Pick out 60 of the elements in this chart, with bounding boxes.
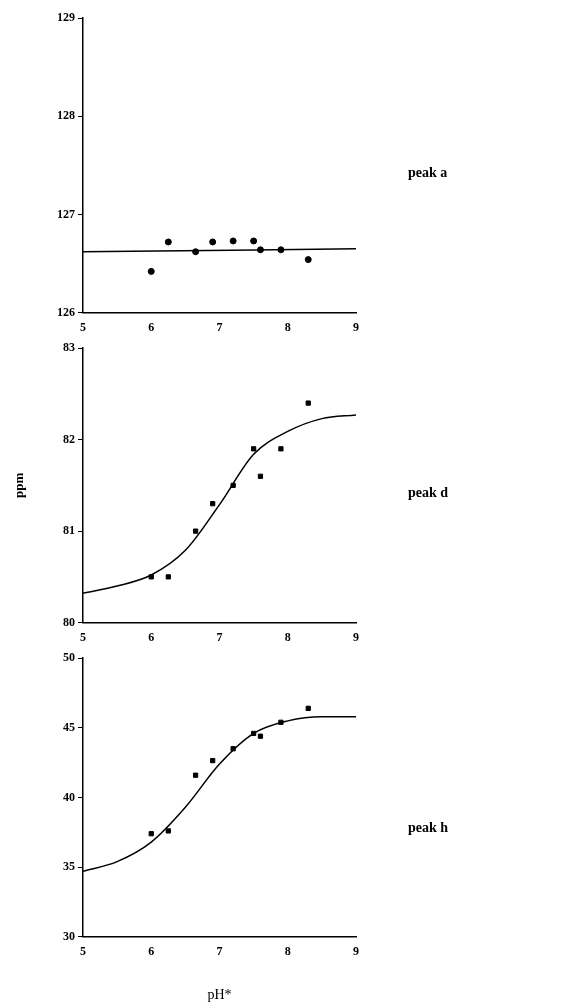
point xyxy=(305,705,311,711)
text: peak h xyxy=(408,820,449,836)
x-tick-label: 8 xyxy=(284,944,291,959)
point xyxy=(304,256,312,264)
x-tick-label: 6 xyxy=(148,629,155,644)
point xyxy=(210,757,216,764)
x-tick-label: 5 xyxy=(80,944,86,959)
y-tick-label: 81 xyxy=(63,523,75,538)
point xyxy=(210,501,216,507)
y-tick-label: 35 xyxy=(63,859,75,874)
point xyxy=(165,828,171,834)
x-tick-label: 8 xyxy=(284,629,291,644)
point xyxy=(164,238,172,246)
point xyxy=(148,574,154,580)
x-tick-label: 9 xyxy=(353,319,359,334)
x-tick-label: 7 xyxy=(216,629,223,644)
x-tick-label: 5 xyxy=(80,629,86,644)
y-tick-label: 50 xyxy=(63,650,75,665)
y-tick-label: 82 xyxy=(63,431,75,446)
x-axis-title: pH* xyxy=(207,987,232,1003)
point xyxy=(230,746,236,752)
point xyxy=(278,446,284,452)
y-tick-label: 129 xyxy=(57,10,75,25)
text: peak d xyxy=(408,485,449,501)
point xyxy=(165,574,171,580)
point xyxy=(257,733,264,739)
point xyxy=(192,528,199,534)
point xyxy=(192,772,199,778)
point xyxy=(278,719,284,725)
text: peak a xyxy=(408,165,448,181)
point xyxy=(256,246,264,254)
point xyxy=(277,246,285,254)
y-tick-label: 45 xyxy=(63,719,75,734)
y-tick-label: 40 xyxy=(63,789,75,804)
point xyxy=(229,237,237,245)
x-tick-label: 7 xyxy=(216,944,223,959)
y-axis-title: ppm xyxy=(11,472,27,499)
point xyxy=(257,473,264,479)
y-tick-label: 127 xyxy=(57,206,75,221)
y-tick-label: 83 xyxy=(63,340,75,355)
x-tick-label: 7 xyxy=(216,319,223,334)
point xyxy=(305,400,311,406)
y-tick-label: 126 xyxy=(57,304,75,319)
point xyxy=(209,238,217,246)
point xyxy=(251,730,257,737)
y-tick-label: 30 xyxy=(63,928,75,943)
point xyxy=(148,831,154,837)
point xyxy=(250,237,258,245)
x-tick-label: 6 xyxy=(148,944,155,959)
x-tick-label: 9 xyxy=(353,629,359,644)
point xyxy=(251,446,257,452)
point xyxy=(192,248,200,256)
x-tick-label: 9 xyxy=(353,944,359,959)
x-tick-label: 8 xyxy=(284,319,291,334)
point xyxy=(147,267,155,275)
x-tick-label: 6 xyxy=(148,319,155,334)
y-tick-label: 128 xyxy=(57,108,75,123)
x-tick-label: 5 xyxy=(80,319,86,334)
y-tick-label: 80 xyxy=(63,614,75,629)
point xyxy=(230,482,236,489)
